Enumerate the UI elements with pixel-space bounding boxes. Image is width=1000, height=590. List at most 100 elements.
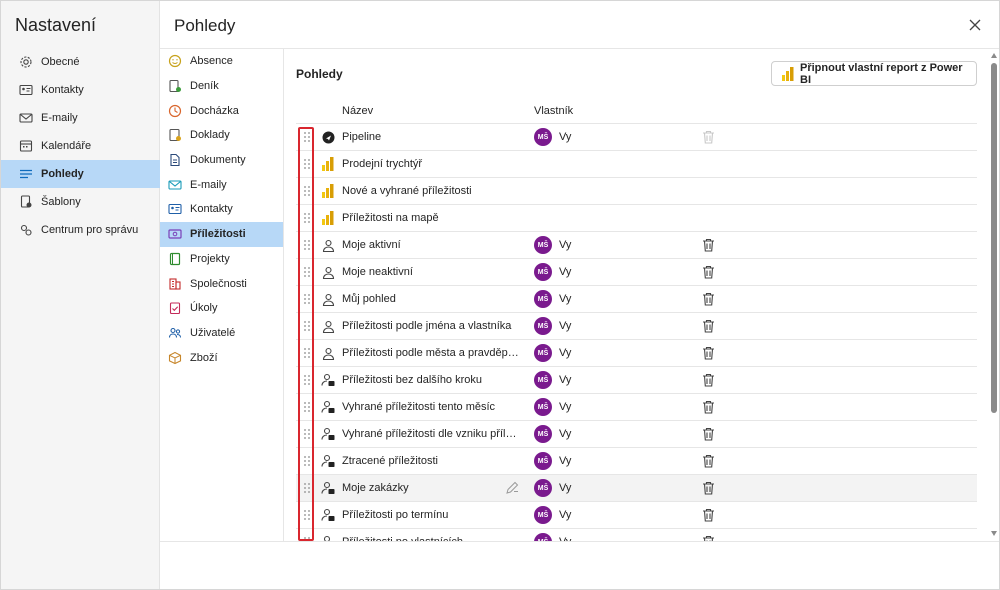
- table-row[interactable]: Můj pohled MŠ Vy: [296, 285, 977, 312]
- view-name[interactable]: Moje aktivní: [342, 239, 401, 251]
- drag-handle-icon[interactable]: [302, 428, 312, 440]
- view-name[interactable]: Moje neaktivní: [342, 266, 413, 278]
- entity-item-4[interactable]: Doklady: [160, 123, 283, 148]
- entity-item-11[interactable]: Úkoly: [160, 296, 283, 321]
- close-button[interactable]: [965, 15, 985, 35]
- view-name[interactable]: Nové a vyhrané příležitosti: [342, 185, 472, 197]
- drag-handle-icon[interactable]: [302, 158, 312, 170]
- delete-icon[interactable]: [700, 480, 716, 496]
- scroll-thumb[interactable]: [991, 63, 997, 413]
- drag-handle-icon[interactable]: [302, 374, 312, 386]
- entity-item-6[interactable]: E-maily: [160, 172, 283, 197]
- drag-handle-icon[interactable]: [302, 266, 312, 278]
- nav-item-6[interactable]: Šablony: [1, 188, 160, 216]
- view-name[interactable]: Prodejní trychtýř: [342, 158, 423, 170]
- drag-handle-icon[interactable]: [302, 239, 312, 251]
- delete-icon[interactable]: [700, 453, 716, 469]
- entity-item-9[interactable]: Projekty: [160, 247, 283, 272]
- table-row[interactable]: Příležitosti podle jména a vlastníka MŠ Vy: [296, 312, 977, 339]
- delete-icon[interactable]: [700, 426, 716, 442]
- delete-icon[interactable]: [700, 534, 716, 541]
- table-row[interactable]: Moje zakázky MŠ Vy: [296, 474, 977, 501]
- opportunity-icon: [168, 227, 182, 241]
- vertical-scrollbar[interactable]: [989, 49, 999, 541]
- table-row[interactable]: Nové a vyhrané příležitosti: [296, 177, 977, 204]
- entity-item-7[interactable]: Kontakty: [160, 197, 283, 222]
- system-view-icon: [321, 130, 335, 144]
- view-name[interactable]: Příležitosti podle jména a vlastníka: [342, 320, 512, 332]
- drag-handle-icon[interactable]: [302, 482, 312, 494]
- view-owner: Vy: [559, 401, 572, 413]
- table-row[interactable]: Pipeline MŠ Vy: [296, 123, 977, 150]
- scroll-down-arrow[interactable]: [991, 531, 997, 536]
- table-row[interactable]: Vyhrané příležitosti dle vzniku přílež..…: [296, 420, 977, 447]
- view-owner: Vy: [559, 455, 572, 467]
- entity-item-1[interactable]: Absence: [160, 49, 283, 74]
- view-name[interactable]: Příležitosti po termínu: [342, 509, 449, 521]
- table-row[interactable]: Příležitosti po vlastnícíchMŠVy: [296, 528, 977, 541]
- table-row[interactable]: Příležitosti podle města a pravděpo... MŠ…: [296, 339, 977, 366]
- delete-icon[interactable]: [700, 318, 716, 334]
- box-icon: [168, 351, 182, 365]
- views-panel: Pohledy Připnout vlastní report z Power …: [284, 49, 989, 541]
- view-name[interactable]: Vyhrané příležitosti tento měsíc: [342, 401, 496, 413]
- drag-handle-icon[interactable]: [302, 347, 312, 359]
- avatar: MŠ: [534, 398, 552, 416]
- nav-item-1[interactable]: Obecné: [1, 48, 160, 76]
- delete-icon[interactable]: [700, 291, 716, 307]
- avatar: MŠ: [534, 479, 552, 497]
- view-name[interactable]: Moje zakázky: [342, 482, 409, 494]
- entity-item-label: Kontakty: [190, 203, 233, 216]
- entity-item-12[interactable]: Uživatelé: [160, 321, 283, 346]
- entity-item-13[interactable]: Zboží: [160, 345, 283, 370]
- table-row[interactable]: Moje neaktivní MŠ Vy: [296, 258, 977, 285]
- drag-handle-icon[interactable]: [302, 320, 312, 332]
- table-row[interactable]: Příležitosti po termínu MŠ Vy: [296, 501, 977, 528]
- entity-item-2[interactable]: Deník: [160, 74, 283, 99]
- table-row[interactable]: Moje aktivní MŠ Vy: [296, 231, 977, 258]
- table-row[interactable]: Příležitosti na mapě: [296, 204, 977, 231]
- entity-item-8[interactable]: Příležitosti: [160, 221, 283, 247]
- table-row[interactable]: Ztracené příležitosti MŠ Vy: [296, 447, 977, 474]
- drag-handle-icon[interactable]: [302, 185, 312, 197]
- drag-handle-icon[interactable]: [302, 536, 312, 541]
- delete-icon[interactable]: [700, 237, 716, 253]
- view-name[interactable]: Vyhrané příležitosti dle vzniku přílež..…: [342, 428, 522, 440]
- table-row[interactable]: Vyhrané příležitosti tento měsíc MŠ Vy: [296, 393, 977, 420]
- drag-handle-icon[interactable]: [302, 212, 312, 224]
- drag-handle-icon[interactable]: [302, 293, 312, 305]
- entity-item-10[interactable]: Společnosti: [160, 271, 283, 296]
- delete-icon[interactable]: [700, 372, 716, 388]
- settings-title: Nastavení: [15, 15, 97, 35]
- table-row[interactable]: Prodejní trychtýř: [296, 150, 977, 177]
- view-name[interactable]: Příležitosti na mapě: [342, 212, 439, 224]
- view-name[interactable]: Příležitosti podle města a pravděpo...: [342, 347, 522, 359]
- avatar: MŠ: [534, 128, 552, 146]
- table-row[interactable]: Příležitosti bez dalšího kroku MŠ Vy: [296, 366, 977, 393]
- delete-icon[interactable]: [700, 399, 716, 415]
- drag-handle-icon[interactable]: [302, 455, 312, 467]
- scroll-up-arrow[interactable]: [991, 53, 997, 58]
- nav-item-3[interactable]: E-maily: [1, 104, 160, 132]
- nav-item-2[interactable]: Kontakty: [1, 76, 160, 104]
- building-icon: [168, 277, 182, 291]
- rename-icon[interactable]: [505, 481, 519, 495]
- drag-handle-icon[interactable]: [302, 131, 312, 143]
- avatar: MŠ: [534, 263, 552, 281]
- drag-handle-icon[interactable]: [302, 509, 312, 521]
- delete-icon[interactable]: [700, 507, 716, 523]
- view-name[interactable]: Příležitosti bez dalšího kroku: [342, 374, 483, 386]
- entity-item-3[interactable]: Docházka: [160, 98, 283, 123]
- powerbi-icon: [321, 184, 335, 198]
- pin-powerbi-report-button[interactable]: Připnout vlastní report z Power BI: [771, 61, 977, 86]
- view-name[interactable]: Pipeline: [342, 131, 382, 143]
- nav-item-4[interactable]: Kalendáře: [1, 132, 160, 160]
- nav-item-7[interactable]: Centrum pro správu: [1, 216, 160, 244]
- view-name[interactable]: Můj pohled: [342, 293, 396, 305]
- view-name[interactable]: Ztracené příležitosti: [342, 455, 438, 467]
- nav-item-5[interactable]: Pohledy: [1, 160, 160, 188]
- delete-icon[interactable]: [700, 345, 716, 361]
- drag-handle-icon[interactable]: [302, 401, 312, 413]
- delete-icon[interactable]: [700, 264, 716, 280]
- entity-item-5[interactable]: Dokumenty: [160, 148, 283, 173]
